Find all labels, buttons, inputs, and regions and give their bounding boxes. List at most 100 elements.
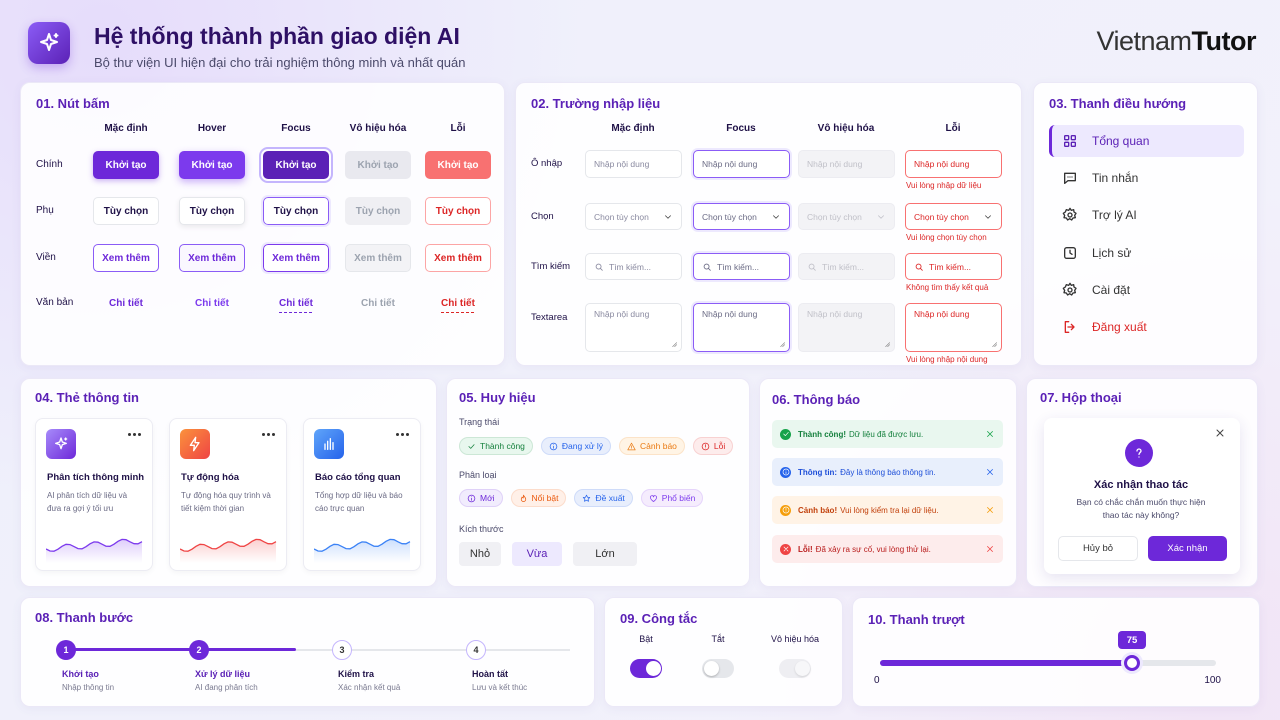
icon [324, 438, 334, 450]
column-header: Lỗi [450, 123, 466, 134]
select[interactable]: Chọn tùy chọn [905, 203, 1002, 230]
size-badge: Vừa [512, 542, 562, 566]
button[interactable]: Tùy chọn [261, 195, 331, 227]
icon-part [773, 214, 779, 219]
slider-value: 75 [1126, 634, 1138, 646]
alert-message: Vui lòng kiểm tra lại dữ liệu. [840, 505, 939, 515]
step-number: 4 [473, 645, 479, 655]
nav-item[interactable]: Trợ lý AI [1060, 203, 1240, 227]
switch[interactable] [702, 659, 734, 678]
alert-close[interactable] [985, 467, 995, 477]
button[interactable]: Chi tiết [425, 289, 491, 317]
input[interactable]: Tìm kiếm... [693, 253, 790, 280]
cancel-button[interactable]: Hủy bỏ [1058, 536, 1138, 561]
button[interactable]: Xem thêm [179, 244, 245, 272]
panel-title: 02. Trường nhập liệu [531, 96, 661, 111]
button-label: Tùy chọn [355, 205, 401, 217]
nav-item[interactable]: Lịch sử [1060, 241, 1240, 265]
button[interactable]: Chi tiết [93, 289, 159, 317]
textarea[interactable]: Nhập nội dung [693, 303, 790, 352]
button[interactable]: Xem thêm [425, 244, 491, 272]
info-card[interactable]: Báo cáo tổng quan Tổng hợp dữ liệu và báo… [303, 418, 421, 571]
icon-part [808, 263, 815, 269]
textarea[interactable]: Nhập nội dung [585, 303, 682, 352]
alert-text: Thông tin: Đây là thông báo thông tin. [798, 468, 978, 477]
icon [782, 432, 789, 436]
switch-label: Bật [639, 634, 653, 644]
select[interactable]: Chọn tùy chọn [585, 203, 682, 230]
switch[interactable] [630, 659, 662, 678]
card-menu[interactable] [262, 433, 276, 439]
alert-close[interactable] [985, 429, 995, 439]
menu-dot [128, 433, 131, 436]
button[interactable]: Khởi tạo [179, 151, 245, 179]
placeholder: Tìm kiếm... [822, 261, 865, 272]
info-card[interactable]: Phân tích thông minh AI phân tích dữ liệu… [35, 418, 153, 571]
info-card[interactable]: Tự động hóa Tự động hóa quy trình và tiết… [169, 418, 287, 571]
button[interactable]: Tùy chọn [179, 197, 245, 225]
card-title: Phân tích thông minh [47, 472, 145, 483]
step-text: Nhập thông tin [62, 683, 115, 692]
input[interactable]: Nhập nội dung [693, 150, 790, 178]
icon-part [878, 214, 884, 219]
column-header: Hover [197, 123, 227, 134]
group-label: Phân loại [459, 470, 497, 480]
card-menu[interactable] [128, 433, 142, 439]
input[interactable]: Tìm kiếm... [905, 253, 1002, 280]
placeholder: Tìm kiếm... [609, 261, 652, 272]
badge-label: Vừa [526, 548, 548, 560]
icon-part [1064, 141, 1070, 147]
nav-item[interactable]: Tin nhắn [1060, 166, 1240, 190]
nav-item[interactable]: Đăng xuất [1060, 315, 1240, 339]
badge: Lỗi [692, 437, 734, 455]
button[interactable]: Chi tiết [263, 289, 329, 317]
button[interactable]: Tùy chọn [93, 197, 159, 225]
button[interactable]: Tùy chọn [425, 197, 491, 225]
button[interactable]: Khởi tạo [259, 147, 333, 183]
step-text: Lưu và kết thúc [472, 683, 528, 692]
icon-part [1062, 282, 1077, 296]
confirm-button[interactable]: Xác nhận [1148, 536, 1227, 561]
icon-part [583, 494, 591, 502]
icon-part [701, 442, 710, 450]
page-subtitle: Bộ thư viện UI hiện đại cho trải nghiệm … [94, 55, 466, 70]
button[interactable]: Xem thêm [93, 244, 159, 272]
nav-label: Lịch sử [1092, 246, 1132, 260]
panel [604, 597, 843, 707]
icon [467, 494, 476, 502]
card-menu[interactable] [396, 433, 410, 439]
input[interactable]: Nhập nội dung [905, 150, 1002, 178]
error-text: Không tìm thấy kết quả [906, 283, 989, 292]
icon [40, 33, 59, 51]
button-label: Chi tiết [109, 297, 143, 309]
icon-part [1069, 249, 1073, 255]
slider-thumb[interactable] [1124, 655, 1140, 671]
size-row: Nhỏ Vừa Lớn [459, 542, 739, 566]
dialog-close[interactable] [1214, 427, 1228, 441]
icon-part [180, 539, 276, 563]
nav-item[interactable]: Tổng quan [1060, 129, 1240, 153]
menu-dot [401, 433, 404, 436]
menu-dot [406, 433, 409, 436]
alert-close[interactable] [985, 544, 995, 554]
button[interactable]: Khởi tạo [425, 151, 491, 179]
icon-part [549, 442, 558, 450]
slider-fill [880, 660, 1132, 666]
placeholder: Tìm kiếm... [929, 261, 972, 272]
alert-label: Thành công! [798, 429, 846, 439]
button[interactable]: Xem thêm [261, 242, 331, 274]
icon-part [1064, 321, 1070, 333]
badge: Thành công [459, 437, 533, 455]
nav-item[interactable]: Cài đặt [1060, 278, 1240, 302]
icon [1062, 207, 1077, 221]
alert-icon [780, 428, 791, 440]
alert-close[interactable] [985, 505, 995, 515]
textarea[interactable]: Nhập nội dung [905, 303, 1002, 352]
input[interactable]: Tìm kiếm... [585, 253, 682, 280]
button[interactable]: Khởi tạo [93, 151, 159, 179]
select[interactable]: Chọn tùy chọn [693, 203, 790, 230]
icon [1216, 429, 1224, 437]
input[interactable]: Nhập nội dung [585, 150, 682, 178]
button[interactable]: Chi tiết [179, 289, 245, 317]
icon-part [987, 469, 993, 475]
